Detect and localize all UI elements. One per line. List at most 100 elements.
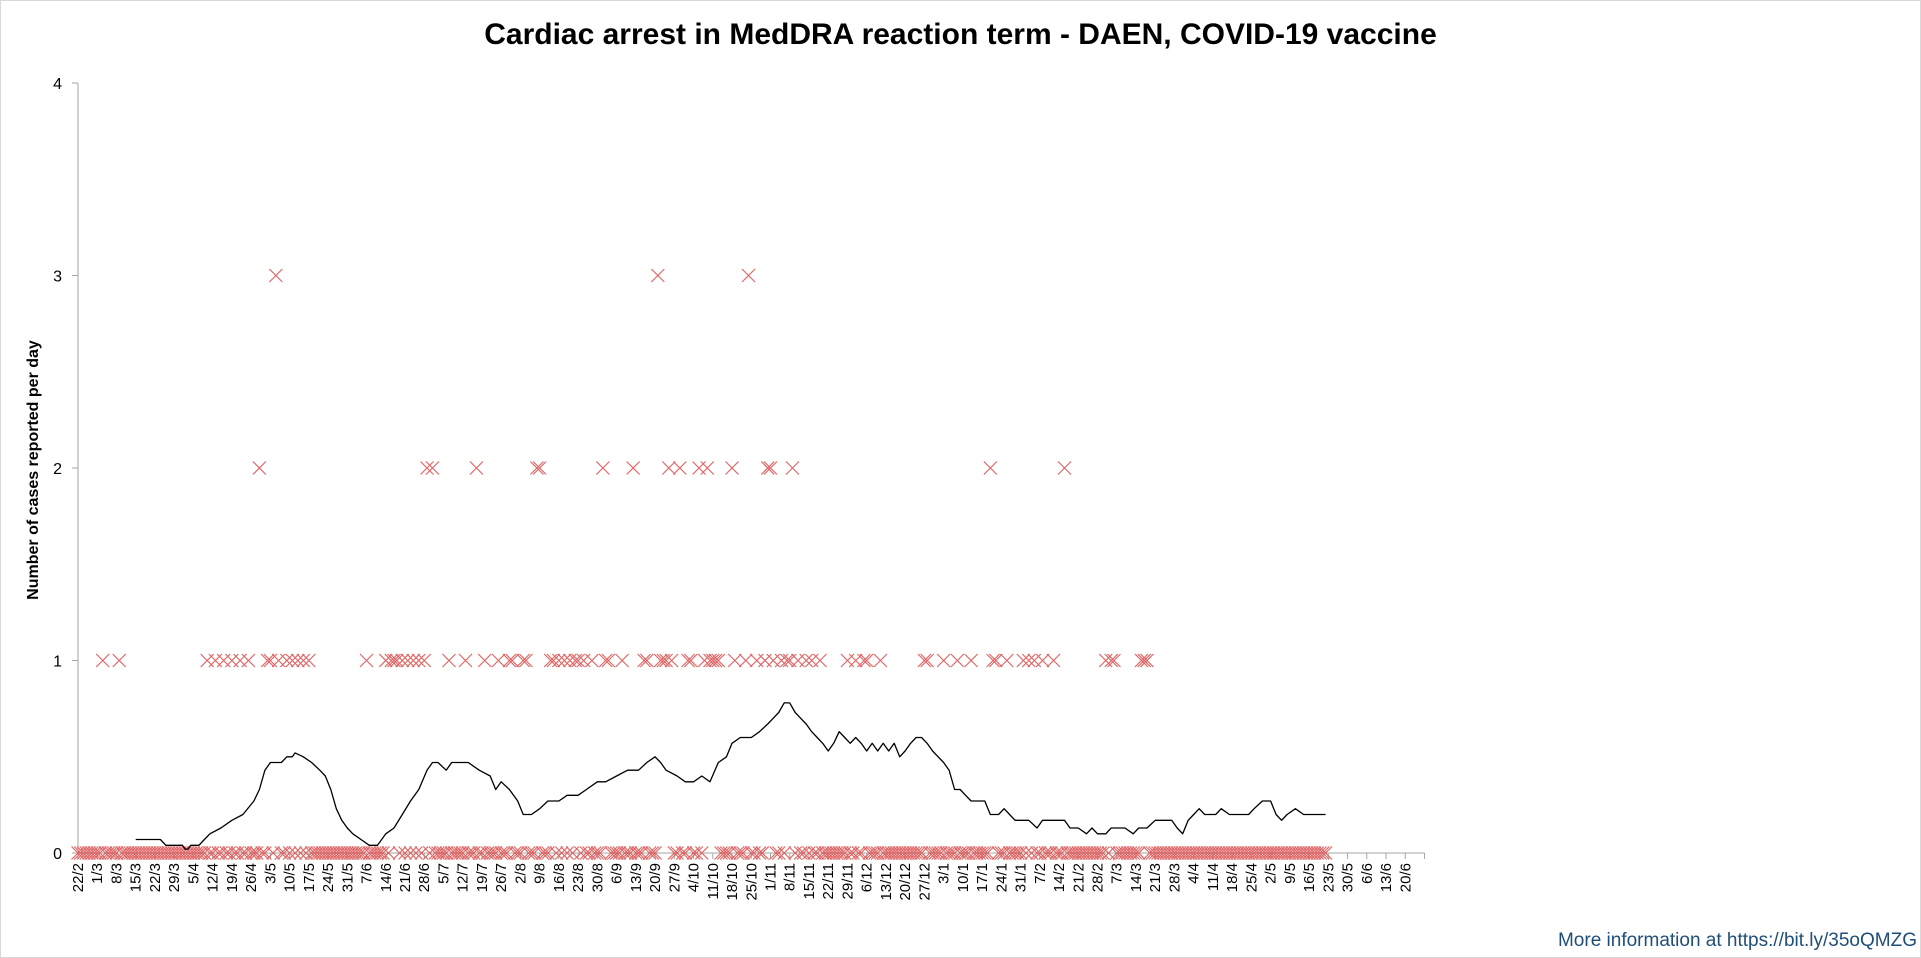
x-tick-label: 30/8 — [589, 863, 606, 892]
x-tick-label: 14/6 — [378, 863, 395, 892]
x-tick-label: 28/2 — [1090, 863, 1107, 892]
case-marker — [359, 653, 374, 668]
case-marker — [601, 653, 616, 668]
case-marker — [1038, 846, 1053, 860]
case-marker — [1140, 653, 1154, 668]
case-marker — [832, 846, 847, 860]
case-marker — [590, 846, 605, 860]
case-marker — [546, 653, 561, 668]
x-tick-label: 2/5 — [1263, 863, 1280, 884]
x-tick-label: 3/1 — [936, 863, 953, 884]
case-marker — [694, 846, 709, 860]
case-marker — [865, 846, 880, 860]
x-tick-label: 12/7 — [455, 863, 472, 892]
x-tick-label: 19/4 — [224, 863, 241, 892]
case-marker — [288, 846, 303, 860]
x-tick-label: 22/11 — [820, 863, 837, 899]
case-marker — [461, 846, 476, 860]
case-marker — [497, 846, 511, 860]
case-marker — [664, 653, 679, 668]
case-marker — [104, 846, 118, 860]
x-tick-label: 25/10 — [743, 863, 760, 901]
case-marker — [483, 846, 498, 860]
case-marker — [279, 653, 294, 668]
case-marker — [920, 653, 935, 668]
case-marker — [376, 846, 390, 860]
x-tick-label: 1/11 — [762, 863, 779, 891]
case-marker — [1104, 653, 1119, 668]
case-marker — [689, 846, 704, 860]
case-marker — [1008, 846, 1022, 860]
case-marker — [711, 653, 726, 668]
y-tick-label: 0 — [53, 846, 62, 863]
case-marker — [593, 846, 608, 860]
case-marker — [1046, 653, 1061, 668]
case-marker — [703, 653, 717, 668]
case-marker — [112, 653, 127, 668]
x-tick-label: 8/11 — [782, 863, 799, 891]
case-marker — [1021, 653, 1036, 668]
case-marker — [543, 653, 558, 668]
case-marker — [191, 846, 206, 860]
x-tick-label: 2/8 — [512, 863, 529, 884]
x-tick-label: 8/3 — [108, 863, 125, 884]
x-tick-label: 23/5 — [1320, 863, 1337, 892]
case-marker — [571, 653, 586, 668]
case-marker — [400, 653, 415, 668]
case-marker — [263, 653, 278, 668]
case-marker — [700, 461, 715, 475]
case-marker — [1107, 653, 1121, 668]
x-tick-label: 4/10 — [686, 863, 703, 892]
x-tick-label: 6/6 — [1359, 863, 1376, 884]
case-marker — [637, 653, 652, 668]
case-marker — [999, 653, 1014, 668]
case-marker — [1318, 846, 1333, 860]
case-marker — [208, 653, 223, 668]
case-marker — [510, 846, 525, 860]
case-marker — [598, 653, 613, 668]
more-information-link[interactable]: More information at https://bit.ly/35oQM… — [1557, 930, 1917, 951]
case-marker — [848, 653, 863, 668]
x-tick-label: 29/11 — [839, 863, 856, 899]
case-marker — [785, 461, 800, 475]
x-tick-label: 23/8 — [570, 863, 587, 892]
case-marker — [782, 653, 797, 668]
case-marker — [950, 653, 965, 668]
x-tick-label: 21/6 — [397, 863, 414, 892]
case-marker — [1129, 846, 1143, 860]
case-marker — [277, 846, 292, 860]
case-marker — [796, 846, 811, 860]
case-marker — [549, 846, 564, 860]
case-marker — [760, 461, 775, 475]
case-marker — [290, 653, 305, 668]
case-marker — [458, 653, 473, 668]
case-marker — [538, 846, 553, 860]
x-tick-label: 28/6 — [416, 863, 433, 892]
case-marker — [1057, 461, 1072, 475]
case-marker — [535, 846, 550, 860]
case-marker — [216, 653, 231, 668]
case-marker — [626, 461, 641, 475]
y-tick-label: 2 — [53, 461, 62, 478]
case-marker — [650, 268, 665, 283]
case-marker — [557, 653, 572, 668]
case-marker — [584, 653, 599, 668]
case-marker — [285, 653, 300, 668]
x-tick-label: 18/4 — [1224, 863, 1241, 892]
case-marker — [964, 653, 979, 668]
case-marker — [442, 653, 456, 668]
x-tick-label: 27/12 — [916, 863, 933, 901]
case-marker — [260, 653, 275, 668]
case-marker — [224, 653, 239, 668]
case-marker — [705, 653, 720, 668]
case-marker — [87, 846, 102, 860]
case-marker — [420, 461, 434, 475]
case-marker — [656, 653, 671, 668]
case-marker — [777, 846, 792, 860]
case-marker — [529, 461, 544, 475]
x-tick-label: 17/5 — [301, 863, 318, 892]
case-marker — [771, 846, 786, 860]
x-tick-label: 13/6 — [1378, 863, 1395, 892]
case-marker — [387, 653, 401, 668]
case-marker — [1131, 846, 1146, 860]
